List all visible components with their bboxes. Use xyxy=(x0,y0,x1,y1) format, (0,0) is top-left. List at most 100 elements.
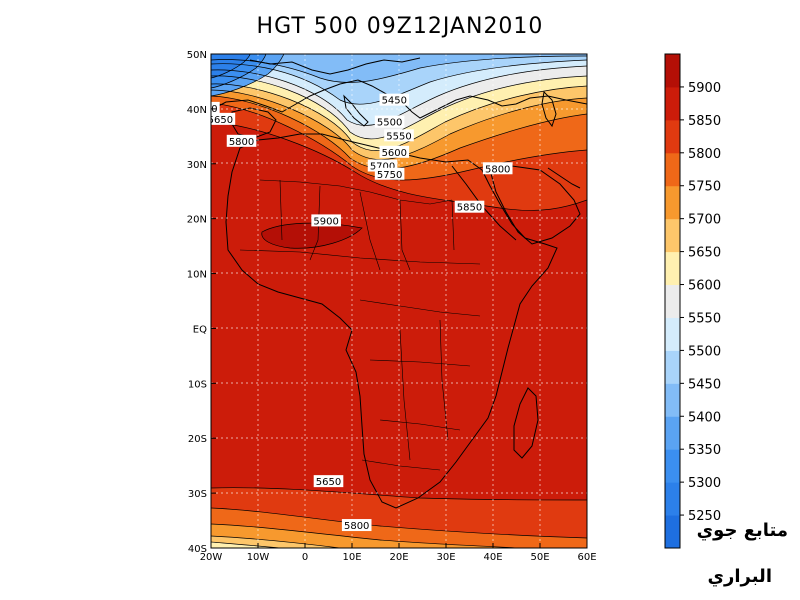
grid-lines xyxy=(211,54,587,548)
contour-label-text: 5800 xyxy=(485,164,510,175)
lon-tick-label: 30E xyxy=(436,552,455,563)
contour-label-text: 5800 xyxy=(229,137,254,148)
contour-label-text: 5500 xyxy=(377,118,402,129)
lat-tick-label: EQ xyxy=(193,324,207,335)
lat-axis: 50N 40N 30N 20N 10N EQ 10S 20S 30S 40S xyxy=(187,50,216,555)
colorbar-swatch xyxy=(665,515,680,549)
contour-label-text: 5550 xyxy=(386,131,411,142)
lon-tick-label: 20W xyxy=(200,552,223,563)
lat-tick-label: 30N xyxy=(187,160,207,171)
colorbar-swatch xyxy=(665,54,680,88)
colorbar-label: 5450 xyxy=(688,377,721,392)
lon-tick-label: 40E xyxy=(483,552,502,563)
colorbar-label: 5300 xyxy=(688,476,721,491)
europe-coastline xyxy=(211,79,587,119)
colorbar-swatch xyxy=(665,251,680,286)
contour-label: 5850 xyxy=(454,200,485,214)
persian-gulf xyxy=(547,167,581,189)
contour-label-box xyxy=(379,145,410,158)
lon-tick-label: 60E xyxy=(577,552,596,563)
contour-label-text: 5900 xyxy=(313,216,338,227)
lat-tick-label: 10N xyxy=(187,270,207,281)
contour-label-box xyxy=(313,475,344,488)
colorbar-swatch xyxy=(665,218,680,253)
contour-label-box xyxy=(384,129,414,142)
europe-north-coast xyxy=(249,57,421,75)
lon-tick-label: 20E xyxy=(389,552,408,563)
colorbar-swatch xyxy=(665,119,680,154)
madagascar-coastline xyxy=(513,387,539,459)
colorbar-label: 5900 xyxy=(688,81,721,96)
contour-label: 5750 xyxy=(374,167,405,181)
lat-tick-label: 30S xyxy=(188,489,207,500)
lon-tick-label: 0 xyxy=(302,552,308,563)
colorbar-swatch xyxy=(665,152,680,187)
contour-label-box xyxy=(379,93,410,106)
colorbar: 5250 5300 5350 5400 5450 5500 5550 5600 5650 5700… xyxy=(664,53,721,549)
band-5900-high xyxy=(261,223,362,249)
caspian-coastline xyxy=(541,90,557,128)
colorbar-label: 5850 xyxy=(688,114,721,129)
lat-tick-label: 40S xyxy=(188,544,207,555)
contour-label: 5900 xyxy=(311,214,341,227)
contour-label-text: 5450 xyxy=(382,96,407,107)
colorbar-label: 5750 xyxy=(688,180,721,195)
colorbar-label: 5250 xyxy=(688,509,721,524)
country-borders xyxy=(239,179,481,471)
watermark-line-2: البراري xyxy=(707,566,772,587)
contour-lines xyxy=(211,54,587,548)
contour-label-text: 5700 xyxy=(370,162,395,173)
contour-label: 5650 xyxy=(313,475,344,488)
colorbar-label: 5350 xyxy=(688,443,721,458)
colorbar-label: 5400 xyxy=(688,410,721,425)
lon-tick-label: 10W xyxy=(247,552,270,563)
lon-axis: 20W 10W 0 10E 20E 30E 40E 50E 60E xyxy=(200,543,597,563)
colorbar-swatch xyxy=(665,317,680,351)
contour-label: 5650 xyxy=(208,112,236,126)
colorbar-label: 5800 xyxy=(688,147,721,162)
contour-label-text: 5850 xyxy=(457,203,482,214)
contour-label-box xyxy=(374,167,405,180)
lat-tick-label: 20S xyxy=(188,434,207,445)
contour-label: 5800 xyxy=(226,134,257,148)
colorbar-swatch xyxy=(665,383,680,417)
contour-label: 5500 xyxy=(374,115,405,129)
lon-tick-label: 50E xyxy=(530,552,549,563)
map-title: HGT 500 09Z12JAN2010 xyxy=(256,14,544,39)
contour-label-box xyxy=(454,200,485,213)
colorbar-swatch xyxy=(665,416,680,450)
contour-label-box xyxy=(374,115,405,128)
lat-tick-label: 50N xyxy=(187,50,207,61)
colorbar-label: 5650 xyxy=(688,246,721,261)
lon-tick-label: 10E xyxy=(342,552,361,563)
lat-tick-label: 20N xyxy=(187,215,207,226)
italy-coastline xyxy=(343,94,369,127)
contour-label: 5450 xyxy=(379,93,410,107)
colorbar-swatch xyxy=(665,284,680,318)
colorbar-swatch xyxy=(665,86,680,121)
contour-label-box xyxy=(341,519,372,532)
colorbar-swatch xyxy=(665,449,680,483)
band-5450-north xyxy=(211,54,587,83)
contour-label-text: 5750 xyxy=(377,170,402,181)
colorbar-label: 5600 xyxy=(688,279,721,294)
contour-label-box xyxy=(211,101,220,114)
colorbar-swatch xyxy=(665,350,680,384)
contour-label-box xyxy=(226,134,257,147)
colorbar-swatch xyxy=(665,482,680,516)
watermark-line-1: متابع جوي xyxy=(696,520,788,541)
colorbar-swatch xyxy=(665,185,680,220)
contour-label-text: 5800 xyxy=(344,521,369,532)
contour-label: 5800 xyxy=(482,162,513,175)
contour-label: 5600 xyxy=(379,145,410,159)
contour-label-text: 5650 xyxy=(208,115,233,126)
contour-label-box xyxy=(211,112,236,125)
lat-tick-label: 10S xyxy=(188,379,207,390)
contour-label-box xyxy=(311,214,341,227)
colorbar-label: 5550 xyxy=(688,311,721,326)
contour-label-box xyxy=(482,162,513,175)
lat-tick-label: 40N xyxy=(187,105,207,116)
